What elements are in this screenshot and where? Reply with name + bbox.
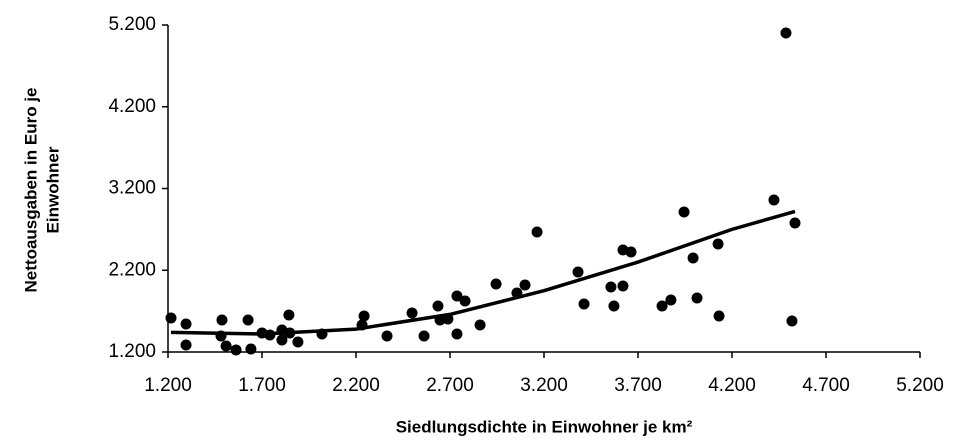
data-point: [687, 252, 699, 264]
data-point: [283, 309, 295, 321]
data-point: [712, 238, 724, 250]
data-point: [381, 330, 393, 342]
x-tick-label: 3.700: [614, 375, 662, 396]
data-point: [245, 343, 257, 355]
data-point: [665, 294, 677, 306]
data-point: [691, 292, 703, 304]
data-point: [617, 280, 629, 292]
y-axis-title: Einwohner: [43, 146, 62, 233]
data-point: [678, 206, 690, 218]
data-point: [276, 334, 288, 346]
x-tick-label: 2.200: [332, 375, 380, 396]
x-axis-title: Siedlungsdichte in Einwohner je km²: [396, 417, 693, 436]
x-tick-label: 1.200: [144, 375, 192, 396]
data-point: [789, 217, 801, 229]
data-point: [432, 300, 444, 312]
data-point: [165, 312, 177, 324]
x-tick-label: 4.700: [802, 375, 850, 396]
data-point: [406, 307, 418, 319]
data-point: [519, 279, 531, 291]
data-point: [418, 330, 430, 342]
data-point: [230, 344, 242, 356]
data-point: [786, 315, 798, 327]
data-point: [451, 290, 463, 302]
data-point: [572, 266, 584, 278]
x-tick-label: 2.700: [426, 375, 474, 396]
data-point: [451, 328, 463, 340]
data-point: [608, 300, 620, 312]
y-tick-label: 3.200: [108, 178, 156, 199]
x-tick-label: 5.200: [896, 375, 944, 396]
x-tick-label: 3.200: [520, 375, 568, 396]
data-point: [180, 318, 192, 330]
y-tick-label: 5.200: [108, 14, 156, 35]
data-point: [242, 314, 254, 326]
data-point: [768, 194, 780, 206]
x-tick-label: 4.200: [708, 375, 756, 396]
y-axis-title: Nettoausgaben in Euro je: [21, 88, 40, 293]
data-point: [713, 310, 725, 322]
data-point: [605, 281, 617, 293]
x-tick-label: 1.700: [238, 375, 286, 396]
data-point: [180, 339, 192, 351]
y-tick-label: 2.200: [108, 259, 156, 280]
data-point: [358, 310, 370, 322]
data-point: [625, 246, 637, 258]
data-point: [292, 336, 304, 348]
data-point: [459, 295, 471, 307]
data-point: [780, 27, 792, 39]
data-point: [656, 300, 668, 312]
y-tick-label: 1.200: [108, 341, 156, 362]
data-point: [578, 298, 590, 310]
data-point: [220, 340, 232, 352]
data-point: [474, 319, 486, 331]
data-point: [531, 226, 543, 238]
y-tick-label: 4.200: [108, 96, 156, 117]
data-point: [216, 314, 228, 326]
trendline: [170, 209, 796, 336]
data-point: [490, 278, 502, 290]
